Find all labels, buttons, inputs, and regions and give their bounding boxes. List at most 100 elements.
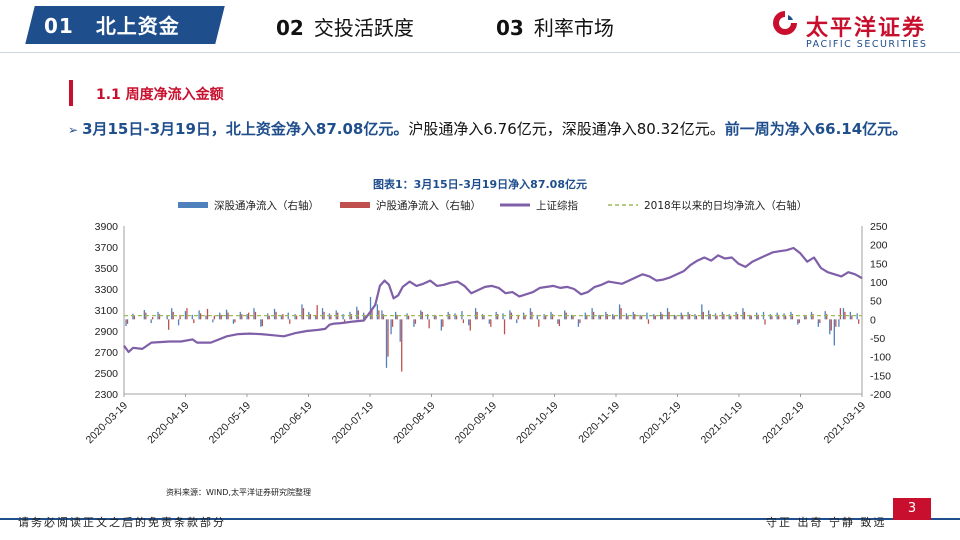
shenzhen-connect-bar	[708, 310, 710, 320]
shenzhen-connect-bar	[833, 319, 835, 346]
shenzhen-connect-bar	[321, 308, 324, 320]
shanghai-connect-bar	[382, 314, 385, 320]
shenzhen-connect-bar	[701, 304, 703, 320]
shenzhen-connect-bar	[516, 319, 518, 324]
shanghai-connect-bar	[371, 308, 373, 320]
shanghai-connect-bar	[357, 310, 359, 320]
shanghai-connect-bar	[213, 315, 216, 320]
shanghai-connect-bar	[126, 319, 129, 324]
shanghai-connect-bar	[599, 315, 602, 320]
right-tick-label: 100	[870, 277, 888, 289]
company-logo: 太平洋证券 PACIFIC SECURITIES	[772, 8, 952, 52]
summary-highlight-2: 前一周为净入66.14亿元。	[724, 120, 908, 138]
shenzhen-connect-bar	[694, 314, 696, 320]
shanghai-connect-bar	[743, 311, 746, 320]
shanghai-connect-bar	[289, 319, 291, 324]
shanghai-connect-bar	[241, 314, 243, 320]
shenzhen-connect-bar	[369, 296, 372, 320]
shenzhen-connect-bar	[166, 315, 168, 320]
shanghai-connect-bar	[572, 315, 574, 320]
shenzhen-connect-bar	[246, 314, 248, 320]
shenzhen-connect-bar	[342, 314, 344, 320]
shanghai-connect-bar	[812, 314, 814, 320]
shanghai-connect-bar	[387, 319, 389, 357]
shanghai-connect-bar	[435, 315, 437, 320]
shanghai-connect-bar	[538, 319, 540, 327]
shanghai-connect-bar	[503, 319, 506, 335]
shenzhen-connect-bar	[150, 319, 152, 324]
shenzhen-connect-bar	[426, 314, 429, 320]
shanghai-connect-bar	[396, 314, 398, 320]
shanghai-connect-bar	[234, 319, 236, 323]
footer-divider	[0, 518, 960, 520]
shenzhen-connect-bar	[570, 314, 573, 320]
shanghai-connect-bar	[702, 311, 704, 320]
shenzhen-connect-bar	[481, 314, 484, 320]
shenzhen-connect-bar	[294, 314, 296, 320]
shenzhen-connect-bar	[749, 314, 751, 320]
shenzhen-connect-bar	[543, 314, 545, 320]
tab-label: 北上资金	[95, 14, 180, 38]
shanghai-connect-bar	[668, 311, 670, 320]
shenzhen-connect-bar	[413, 319, 415, 327]
left-tick-label: 2700	[95, 347, 119, 359]
shanghai-connect-bar	[695, 315, 698, 320]
right-tick-label: 50	[870, 296, 882, 308]
shenzhen-connect-bar	[468, 319, 470, 326]
shenzhen-connect-bar	[842, 308, 845, 320]
shenzhen-connect-bar	[783, 313, 785, 320]
shanghai-connect-bar	[851, 315, 853, 320]
shanghai-connect-bar	[193, 319, 195, 324]
shenzhen-connect-bar	[394, 311, 397, 320]
x-tick-label: 2021-02-19	[760, 400, 807, 447]
shanghai-connect-bar	[462, 319, 465, 324]
shanghai-connect-bar	[647, 319, 650, 324]
shanghai-connect-bar	[483, 315, 485, 320]
shanghai-connect-bar	[844, 311, 846, 320]
northbound-flow-chart: 230025002700290031003300350037003900-200…	[84, 199, 892, 447]
shanghai-connect-bar	[586, 314, 588, 320]
shanghai-connect-bar	[247, 312, 250, 320]
legend-label: 沪股通净流入（右轴）	[376, 199, 481, 212]
shenzhen-connect-bar	[212, 319, 214, 323]
shanghai-connect-bar	[524, 314, 526, 320]
shanghai-connect-bar	[579, 319, 581, 324]
shanghai-connect-bar	[330, 314, 332, 320]
shanghai-connect-bar	[771, 315, 773, 320]
shenzhen-connect-bar	[612, 314, 614, 320]
shanghai-connect-bar	[709, 314, 711, 320]
shenzhen-connect-bar	[125, 319, 127, 327]
shenzhen-connect-bar	[680, 312, 682, 320]
tab-trading-activity[interactable]: 02 交投活跃度	[276, 12, 414, 41]
shenzhen-connect-bar	[376, 304, 379, 320]
shanghai-connect-bar	[309, 314, 311, 320]
shanghai-connect-bar	[442, 319, 444, 327]
sse-composite-line	[123, 246, 863, 354]
x-tick-label: 2020-03-19	[84, 400, 131, 447]
summary-highlight-1: 3月15日-3月19日，北上资金净入87.08亿元。	[82, 120, 409, 138]
shenzhen-connect-bar	[440, 319, 442, 331]
source-note: 资料来源：WIND,太平洋证券研究院整理	[166, 488, 311, 497]
shenzhen-connect-bar	[335, 310, 337, 320]
tab-interest-rate-market[interactable]: 03 利率市场	[496, 12, 614, 41]
shenzhen-connect-bar	[385, 319, 388, 368]
shanghai-connect-bar	[613, 315, 615, 320]
shenzhen-connect-bar	[687, 311, 689, 320]
shenzhen-connect-bar	[381, 310, 383, 320]
shanghai-connect-bar	[830, 319, 832, 331]
x-tick-label: 2020-10-19	[514, 400, 561, 447]
shanghai-connect-bar	[819, 319, 821, 324]
shanghai-connect-bar	[675, 315, 677, 320]
shanghai-connect-bar	[620, 308, 622, 320]
logo-text-en: PACIFIC SECURITIES	[806, 39, 928, 50]
shanghai-connect-bar	[723, 314, 725, 320]
shanghai-connect-bar	[227, 312, 229, 320]
shenzhen-connect-bar	[253, 308, 255, 320]
shenzhen-connect-bar	[666, 308, 669, 320]
tab-northbound-funds[interactable]: 01 北上资金	[44, 10, 180, 39]
page-number: 3	[893, 498, 931, 520]
shenzhen-connect-bar	[177, 319, 180, 326]
shanghai-connect-bar	[421, 311, 423, 320]
shanghai-connect-bar	[558, 319, 561, 327]
shenzhen-connect-bar	[557, 319, 559, 324]
